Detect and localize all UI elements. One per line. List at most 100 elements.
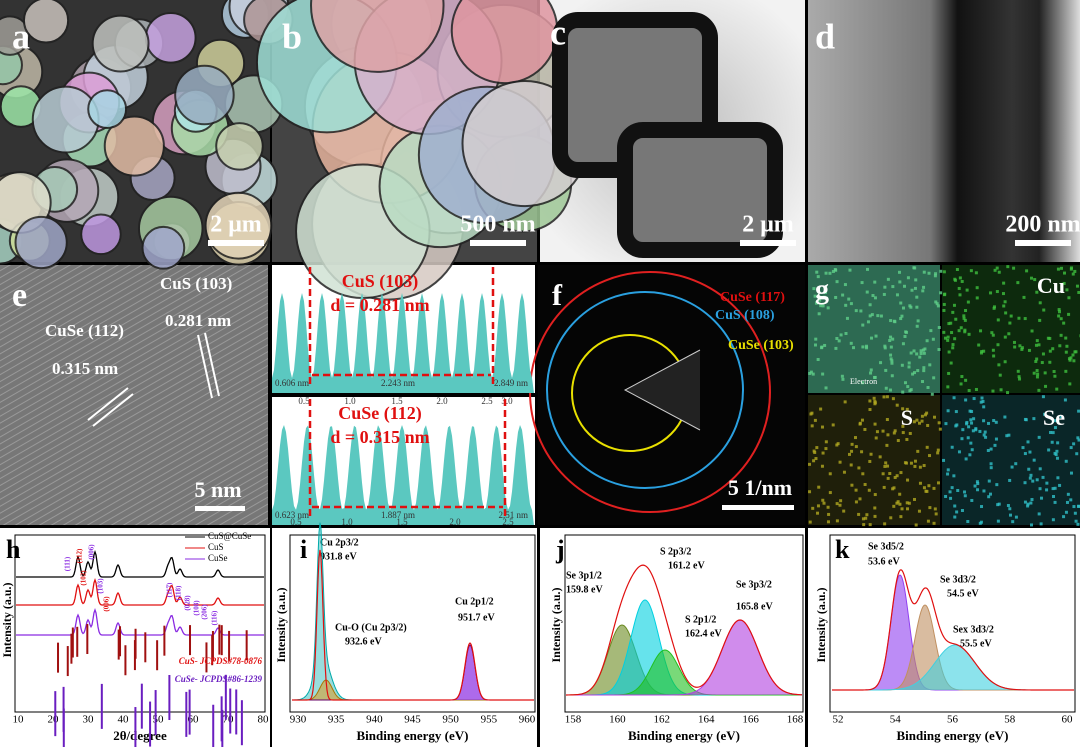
speckle	[960, 279, 964, 283]
speckle	[1007, 433, 1011, 437]
lattice-marker	[87, 332, 220, 427]
speckle	[865, 290, 869, 294]
speckle	[978, 429, 982, 433]
speckle	[872, 396, 876, 400]
speckle	[1023, 500, 1027, 504]
speckle	[1058, 483, 1062, 487]
speckle	[876, 314, 880, 318]
speckle	[1028, 450, 1032, 454]
speckle	[918, 355, 922, 359]
speckle	[949, 496, 953, 500]
speckle	[943, 292, 947, 296]
ring	[546, 291, 744, 489]
speckle	[843, 400, 847, 404]
speckle	[1060, 266, 1064, 270]
speckle	[956, 488, 960, 492]
speckle	[1071, 353, 1075, 357]
speckle	[824, 271, 828, 275]
speckle	[965, 422, 969, 426]
speckle	[1063, 271, 1067, 275]
speckle	[970, 410, 974, 414]
speckle	[989, 447, 993, 451]
speckle	[850, 483, 854, 487]
speckle	[949, 321, 953, 325]
speckle	[869, 368, 873, 372]
reference-line	[235, 689, 238, 735]
speckle	[844, 331, 848, 335]
speckle	[1022, 295, 1026, 299]
speckle	[1034, 343, 1038, 347]
speckle	[1038, 301, 1042, 305]
speckle	[1020, 346, 1024, 350]
speckle	[1064, 350, 1068, 354]
speckle	[1026, 504, 1030, 508]
speckle	[847, 297, 851, 301]
speckle	[854, 309, 858, 313]
reference-line	[218, 624, 221, 655]
speckle	[936, 451, 940, 455]
speckle	[1059, 317, 1063, 321]
speckle	[811, 506, 815, 510]
annotation: 55.5 eV	[960, 638, 992, 649]
tick-label: 158	[565, 714, 582, 726]
speckle	[925, 445, 929, 449]
speckle	[873, 296, 877, 300]
speckle	[926, 519, 930, 523]
speckle	[820, 346, 824, 350]
speckle	[895, 474, 899, 478]
speckle	[821, 304, 825, 308]
speckle	[893, 476, 897, 480]
speckle	[882, 485, 886, 489]
speckle	[1029, 501, 1033, 505]
speckle	[838, 460, 842, 464]
speckle	[992, 354, 996, 358]
speckle	[906, 385, 910, 389]
speckle	[994, 420, 998, 424]
speckle	[860, 450, 864, 454]
speckle	[1057, 310, 1061, 314]
speckle	[1053, 451, 1057, 455]
dashed-guide	[308, 399, 507, 517]
speckle	[947, 371, 951, 375]
speckle	[991, 333, 995, 337]
speckle	[840, 374, 844, 378]
speckle	[824, 447, 828, 451]
speckle	[873, 422, 877, 426]
speckle	[954, 410, 958, 414]
speckle	[865, 346, 869, 350]
speckle	[890, 361, 894, 365]
speckle	[989, 466, 993, 470]
speckle	[843, 283, 847, 287]
speckle	[873, 514, 877, 518]
speckle	[1016, 369, 1020, 373]
particle	[215, 122, 264, 171]
tick-label: 30	[83, 714, 95, 726]
speckle	[919, 352, 923, 356]
speckle	[879, 314, 883, 318]
speckle	[1010, 465, 1014, 469]
speckle	[920, 414, 924, 418]
speckle	[860, 418, 864, 422]
speckle	[942, 302, 946, 306]
particle	[91, 14, 150, 73]
reference-line	[124, 645, 127, 676]
speckle	[906, 276, 910, 280]
speckle	[1009, 513, 1013, 517]
speckle	[820, 425, 824, 429]
speckle	[968, 453, 972, 457]
speckle	[1050, 440, 1054, 444]
speckle	[820, 464, 824, 468]
speckle	[1077, 438, 1080, 442]
profile-area	[272, 293, 534, 393]
tick-label: 52	[833, 714, 844, 726]
speckle	[826, 520, 830, 524]
speckle	[1067, 296, 1071, 300]
speckle	[845, 316, 849, 320]
speckle	[996, 318, 1000, 322]
speckle	[925, 489, 929, 493]
speckle	[892, 431, 896, 435]
speckle	[1030, 498, 1034, 502]
speckle	[925, 411, 929, 415]
tick-label: 955	[481, 714, 498, 726]
